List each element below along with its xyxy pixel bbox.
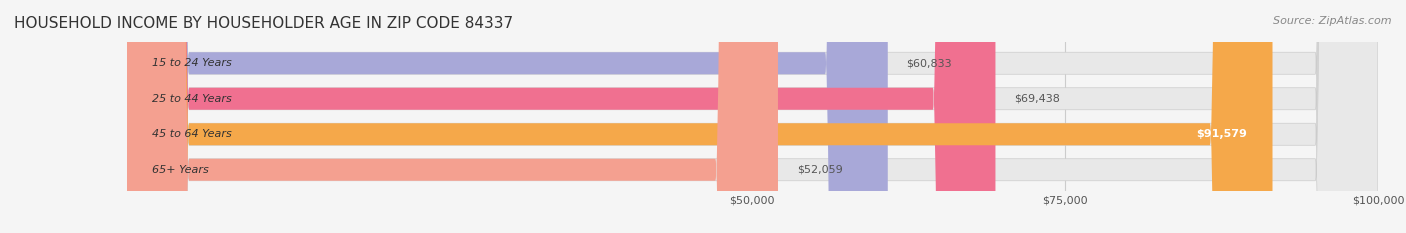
Text: 15 to 24 Years: 15 to 24 Years	[152, 58, 232, 68]
Text: $69,438: $69,438	[1014, 94, 1060, 104]
FancyBboxPatch shape	[127, 0, 887, 233]
Text: 25 to 44 Years: 25 to 44 Years	[152, 94, 232, 104]
FancyBboxPatch shape	[127, 0, 1378, 233]
FancyBboxPatch shape	[127, 0, 1378, 233]
Text: $91,579: $91,579	[1197, 129, 1247, 139]
FancyBboxPatch shape	[127, 0, 1272, 233]
FancyBboxPatch shape	[127, 0, 778, 233]
Text: 65+ Years: 65+ Years	[152, 165, 208, 175]
FancyBboxPatch shape	[127, 0, 1378, 233]
Text: $60,833: $60,833	[907, 58, 952, 68]
FancyBboxPatch shape	[127, 0, 1378, 233]
FancyBboxPatch shape	[127, 0, 995, 233]
Text: Source: ZipAtlas.com: Source: ZipAtlas.com	[1274, 16, 1392, 26]
Text: HOUSEHOLD INCOME BY HOUSEHOLDER AGE IN ZIP CODE 84337: HOUSEHOLD INCOME BY HOUSEHOLDER AGE IN Z…	[14, 16, 513, 31]
Text: $52,059: $52,059	[797, 165, 842, 175]
Text: 45 to 64 Years: 45 to 64 Years	[152, 129, 232, 139]
